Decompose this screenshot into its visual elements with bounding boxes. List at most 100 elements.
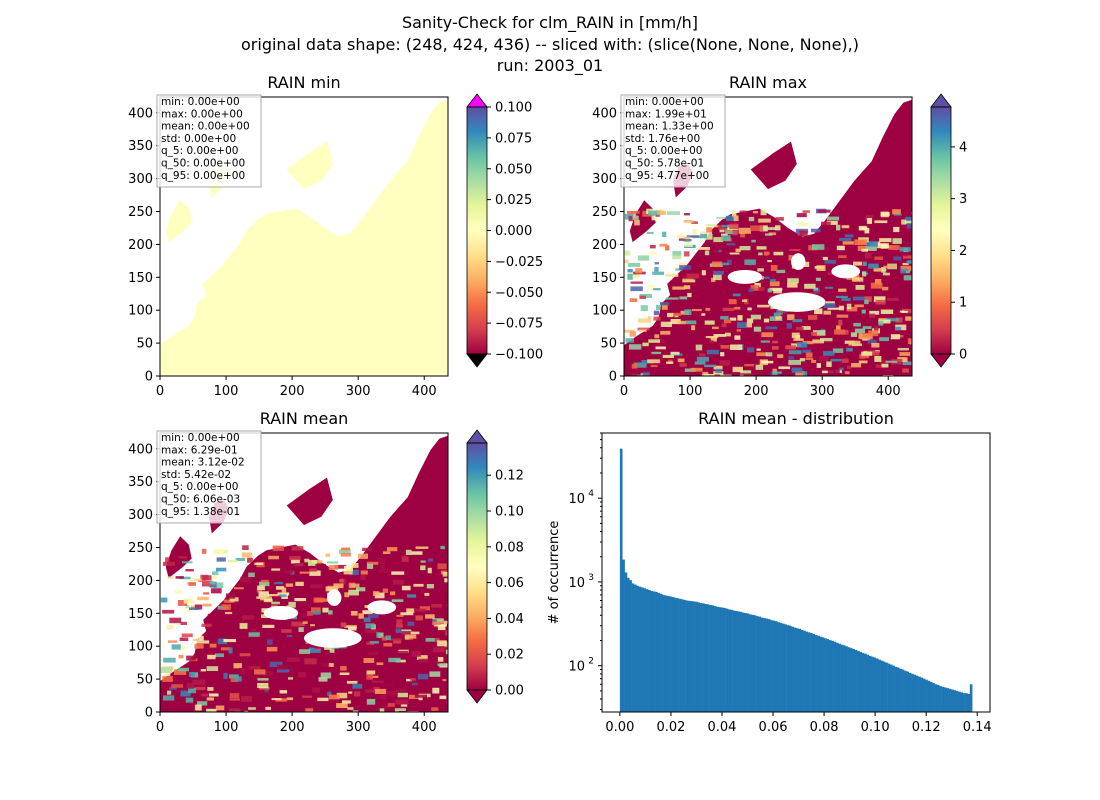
rain-max-precip-patch xyxy=(850,332,858,337)
rain-max-y-tick-label: 50 xyxy=(600,337,617,352)
rain-min-stat-line: q_5: 0.00e+00 xyxy=(161,145,238,157)
rain-mean-precip-patch xyxy=(281,629,292,633)
histogram-bar xyxy=(925,679,928,712)
rain-min-land-region xyxy=(286,141,334,190)
rain-mean-precip-patch xyxy=(342,700,351,704)
rain-mean-precip-patch xyxy=(202,575,212,581)
rain-max-precip-patch xyxy=(867,339,877,344)
histogram-bar xyxy=(901,669,905,712)
rain-mean-precip-patch xyxy=(348,589,359,596)
rain-max-precip-patch xyxy=(874,325,879,331)
rain-mean-precip-patch xyxy=(396,651,409,654)
rain-max-precip-patch xyxy=(706,223,716,227)
rain-max-precip-patch xyxy=(747,307,752,311)
histogram-bar xyxy=(913,674,917,712)
histogram-x-tick-label: 0.14 xyxy=(963,720,992,735)
rain-mean-precip-patch xyxy=(279,690,288,694)
rain-mean-precip-patch xyxy=(185,569,194,572)
rain-mean-precip-patch xyxy=(233,663,242,669)
rain-mean-precip-patch xyxy=(406,608,415,613)
rain-max-precip-patch xyxy=(713,274,722,281)
rain-mean-precip-patch xyxy=(212,571,219,576)
rain-max-precip-patch xyxy=(838,255,847,259)
rain-max-precip-patch xyxy=(859,354,865,359)
rain-mean-y-tick-label: 300 xyxy=(128,508,153,523)
rain-mean-precip-patch xyxy=(160,597,168,603)
rain-max-precip-patch xyxy=(647,284,655,291)
rain-max-precip-patch xyxy=(721,235,731,241)
rain-max-precip-patch xyxy=(712,326,719,330)
histogram-bar xyxy=(967,693,971,712)
rain-mean-precip-patch xyxy=(167,624,174,630)
rain-max-precip-patch xyxy=(752,211,759,214)
rain-mean-precip-patch xyxy=(304,558,310,563)
rain-mean-precip-patch xyxy=(334,564,347,569)
rain-max-precip-patch xyxy=(862,271,867,277)
rain-max-precip-patch xyxy=(737,322,747,329)
rain-max-precip-patch xyxy=(713,271,724,275)
rain-mean-y-tick-label: 250 xyxy=(128,541,153,556)
rain-max-panel: RAIN max 0 100 200 300 400 0 50 100 150 200 250 300 3… xyxy=(592,73,967,399)
rain-max-land-region xyxy=(750,141,797,190)
rain-mean-stats-frame xyxy=(156,430,262,524)
rain-max-precip-patch xyxy=(807,292,819,295)
rain-mean-precip-patch xyxy=(216,567,227,572)
rain-max-precip-patch xyxy=(660,321,672,327)
rain-max-precip-patch xyxy=(735,248,741,252)
rain-mean-precip-patch xyxy=(288,601,296,608)
rain-mean-precip-patch xyxy=(185,697,194,703)
rain-max-precip-patch xyxy=(657,339,665,344)
rain-max-precip-patch xyxy=(838,319,843,326)
histogram-x-tick-label: 0.00 xyxy=(605,720,634,735)
rain-mean-precip-patch xyxy=(277,669,290,673)
rain-max-precip-patch xyxy=(897,357,908,362)
rain-max-precip-patch xyxy=(793,338,804,341)
rain-mean-precip-patch xyxy=(410,631,420,635)
rain-mean-precip-patch xyxy=(393,640,402,644)
rain-max-stat-line: std: 1.76e+00 xyxy=(625,133,700,145)
rain-max-precip-patch xyxy=(761,360,774,364)
rain-max-precip-patch xyxy=(642,342,649,347)
rain-max-precip-patch xyxy=(886,318,899,322)
rain-min-stats-frame xyxy=(156,94,262,188)
rain-max-precip-patch xyxy=(625,338,634,343)
rain-max-precip-patch xyxy=(729,252,740,255)
rain-max-precip-patch xyxy=(824,260,837,264)
histogram-bar xyxy=(951,689,954,712)
rain-mean-precip-patch xyxy=(340,552,351,557)
rain-mean-precip-patch xyxy=(221,604,231,610)
rain-max-precip-patch xyxy=(847,365,852,370)
rain-max-precip-patch xyxy=(805,352,813,358)
rain-min-title: RAIN min xyxy=(267,73,340,92)
rain-max-precip-patch xyxy=(746,322,752,328)
rain-max-precip-patch xyxy=(801,326,811,330)
rain-mean-precip-patch xyxy=(309,568,317,572)
rain-max-precip-patch xyxy=(887,298,899,301)
rain-max-precip-patch xyxy=(911,305,912,308)
histogram-bar xyxy=(671,597,675,712)
rain-min-land-region xyxy=(165,199,192,243)
rain-max-precip-patch xyxy=(737,315,743,321)
rain-mean-precip-patch xyxy=(411,650,421,657)
rain-mean-precip-patch xyxy=(322,607,329,613)
rain-max-precip-patch xyxy=(729,317,737,321)
rain-mean-precip-patch xyxy=(312,687,320,693)
rain-max-precip-patch xyxy=(740,370,752,374)
rain-max-precip-patch xyxy=(706,227,713,233)
rain-max-precip-patch xyxy=(678,238,686,241)
rain-mean-colorbar-extend-max xyxy=(466,429,488,444)
rain-max-precip-patch xyxy=(672,312,682,316)
histogram-bar xyxy=(847,647,851,712)
rain-max-precip-patch xyxy=(812,244,825,250)
rain-mean-precip-patch xyxy=(360,574,366,580)
rain-mean-precip-patch xyxy=(301,613,309,618)
rain-mean-y-tick-label: 0 xyxy=(145,706,153,721)
rain-max-precip-patch xyxy=(653,288,661,291)
rain-mean-stat-line: q_95: 1.38e-01 xyxy=(161,506,240,518)
rain-mean-x-tick-label: 200 xyxy=(280,720,305,735)
rain-max-stats-frame xyxy=(620,94,726,188)
rain-max-precip-patch xyxy=(692,309,702,312)
rain-mean-precip-patch xyxy=(346,680,358,684)
rain-mean-sea-region xyxy=(263,605,299,620)
rain-max-precip-patch xyxy=(661,304,668,310)
